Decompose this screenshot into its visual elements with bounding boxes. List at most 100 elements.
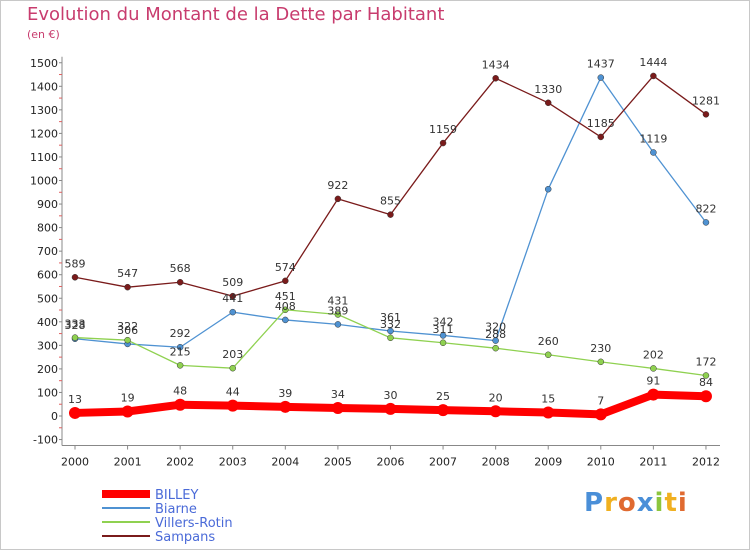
data-point-billey <box>279 400 292 413</box>
x-tick-label: 2007 <box>429 456 457 469</box>
y-tick-label: 1100 <box>30 151 58 164</box>
x-tick-label: 2003 <box>219 456 247 469</box>
data-label-sampans: 509 <box>222 276 243 289</box>
data-label-biarne: 320 <box>485 321 506 334</box>
data-point-biarne <box>334 321 342 328</box>
data-point-billey <box>174 398 187 411</box>
data-label-villers-rotin: 215 <box>170 345 191 358</box>
data-label-billey: 13 <box>68 393 82 406</box>
data-point-biarne <box>702 219 710 226</box>
y-tick-label: 1400 <box>30 80 58 93</box>
data-label-villers-rotin: 322 <box>117 320 138 333</box>
data-label-villers-rotin: 230 <box>590 342 611 355</box>
y-tick-label: 1200 <box>30 127 58 140</box>
y-tick-label: 1300 <box>30 104 58 117</box>
y-tick-label: 0 <box>51 410 58 423</box>
data-label-villers-rotin: 332 <box>380 318 401 331</box>
data-point-sampans <box>544 99 552 107</box>
data-point-biarne <box>544 185 552 193</box>
data-label-sampans: 1281 <box>692 94 720 107</box>
data-label-biarne: 1437 <box>587 58 615 71</box>
y-tick-label: 900 <box>37 198 58 211</box>
data-label-sampans: 1434 <box>482 58 510 71</box>
chart-unit: (en €) <box>27 28 60 41</box>
legend-label-biarne: Biarne <box>155 502 197 517</box>
data-point-sampans <box>597 133 605 141</box>
data-point-villers-rotin <box>124 336 131 344</box>
data-point-billey <box>699 390 712 403</box>
data-label-sampans: 1330 <box>534 83 562 96</box>
data-label-biarne: 441 <box>222 292 243 305</box>
data-point-billey <box>647 388 660 401</box>
data-label-biarne: 342 <box>433 315 454 328</box>
data-label-sampans: 574 <box>275 261 296 274</box>
data-label-billey: 20 <box>489 391 503 404</box>
data-label-villers-rotin: 451 <box>275 290 296 303</box>
data-label-villers-rotin: 431 <box>327 294 348 307</box>
data-point-villers-rotin <box>176 362 184 369</box>
data-label-biarne: 389 <box>327 304 348 317</box>
x-tick-label: 2000 <box>61 456 89 469</box>
data-point-villers-rotin <box>282 306 289 314</box>
x-tick-label: 2004 <box>271 456 299 469</box>
data-point-sampans <box>282 277 289 285</box>
chart-title: Evolution du Montant de la Dette par Hab… <box>27 4 445 25</box>
data-point-sampans <box>387 211 394 218</box>
data-label-billey: 15 <box>541 392 555 405</box>
data-point-villers-rotin <box>597 358 605 366</box>
data-point-billey <box>121 405 134 418</box>
data-point-biarne <box>439 332 447 339</box>
data-label-billey: 91 <box>646 375 660 388</box>
data-labels: 13 19 48 44 39 34 30 25 20 15 7 91 84 328 306 292 441 408… <box>65 56 720 407</box>
data-label-villers-rotin: 288 <box>485 328 506 341</box>
data-point-sampans <box>650 72 657 80</box>
data-label-villers-rotin: 203 <box>222 348 243 361</box>
data-point-billey <box>384 402 397 415</box>
x-tick-label: 2009 <box>534 456 562 469</box>
y-tick-label: 200 <box>37 363 58 376</box>
data-label-sampans: 589 <box>65 257 86 270</box>
data-label-billey: 34 <box>331 388 345 401</box>
data-point-sampans <box>702 111 710 118</box>
y-tick-label: 700 <box>37 245 58 258</box>
x-tick-label: 2011 <box>639 456 667 469</box>
data-label-sampans: 855 <box>380 195 401 208</box>
data-label-biarne: 408 <box>275 300 296 313</box>
data-point-villers-rotin <box>387 334 394 342</box>
data-label-biarne: 822 <box>695 202 716 215</box>
data-point-sampans <box>229 292 236 300</box>
y-tick-label: 1500 <box>30 57 58 70</box>
x-tick-label: 2001 <box>114 456 142 469</box>
y-tick-label: 600 <box>37 269 58 282</box>
data-point-villers-rotin <box>702 372 710 379</box>
series-layer <box>69 72 712 421</box>
x-tick-label: 2012 <box>692 456 720 469</box>
data-point-biarne <box>387 327 394 335</box>
data-label-villers-rotin: 202 <box>643 348 664 361</box>
data-point-villers-rotin <box>229 364 236 372</box>
data-point-villers-rotin <box>334 311 342 318</box>
data-label-sampans: 1159 <box>429 123 457 136</box>
data-point-biarne <box>176 343 184 351</box>
data-label-billey: 30 <box>383 389 397 402</box>
data-label-billey: 84 <box>699 376 713 389</box>
data-point-billey <box>489 405 502 418</box>
data-point-sampans <box>176 278 184 286</box>
data-point-billey <box>542 406 555 419</box>
data-label-biarne: 306 <box>117 324 138 337</box>
y-tick-label: 400 <box>37 316 58 329</box>
data-point-billey <box>226 399 239 412</box>
x-tick-label: 2008 <box>482 456 510 469</box>
data-label-villers-rotin: 311 <box>433 323 454 336</box>
data-point-sampans <box>439 139 447 147</box>
data-point-biarne <box>597 74 605 81</box>
data-point-villers-rotin <box>71 334 79 341</box>
data-label-billey: 7 <box>597 394 604 407</box>
data-label-sampans: 568 <box>170 262 191 275</box>
data-point-billey <box>69 406 81 419</box>
x-tick-label: 2002 <box>166 456 194 469</box>
data-label-biarne: 328 <box>65 319 86 332</box>
data-label-billey: 39 <box>278 387 292 400</box>
